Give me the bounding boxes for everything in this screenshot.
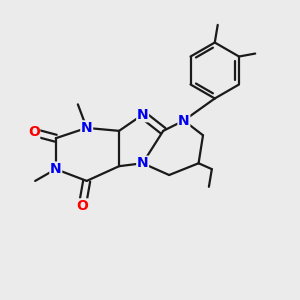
Text: N: N — [137, 108, 148, 122]
Text: N: N — [178, 114, 190, 128]
Text: N: N — [137, 156, 148, 170]
Text: O: O — [28, 125, 40, 139]
Text: N: N — [50, 162, 61, 176]
Text: N: N — [81, 121, 92, 135]
Text: O: O — [76, 199, 88, 213]
